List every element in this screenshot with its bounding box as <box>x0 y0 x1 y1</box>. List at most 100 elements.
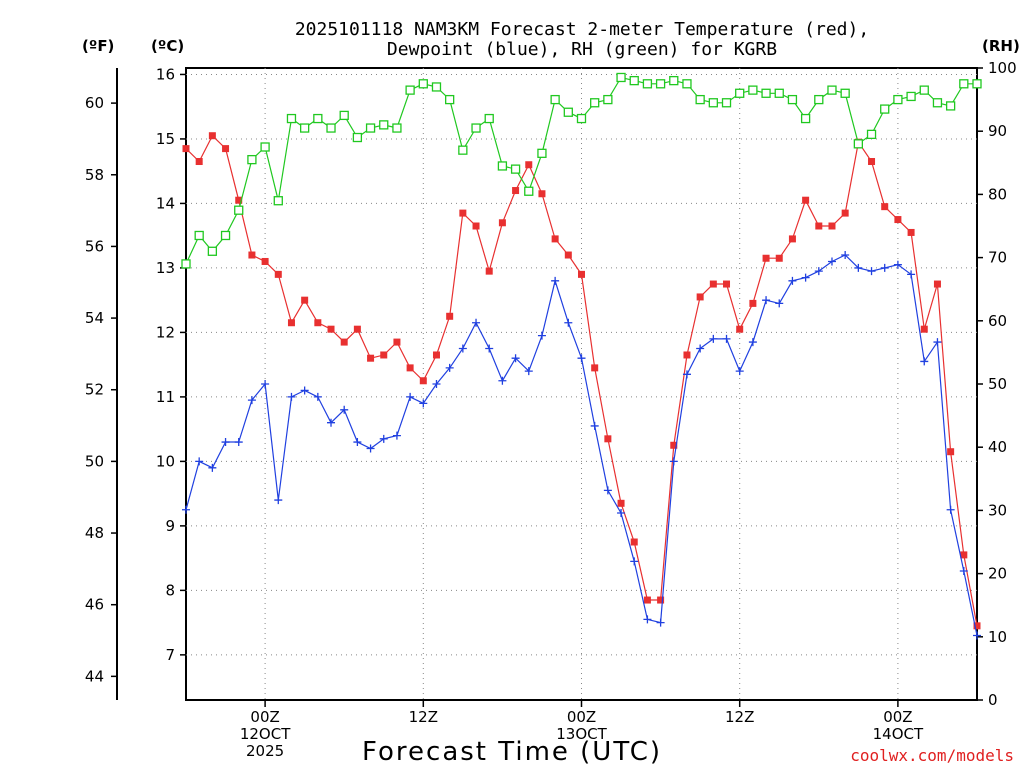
temperature-point <box>287 319 295 327</box>
rh-point <box>260 142 270 152</box>
rh-point <box>774 88 784 98</box>
dewpoint-point <box>472 318 481 327</box>
time-tick-label: 12Z <box>725 708 754 726</box>
rh-point <box>629 75 639 86</box>
rh-point <box>708 98 718 108</box>
temperature-point <box>182 145 190 153</box>
time-tick-label: 14OCT <box>873 725 924 743</box>
temperature-point <box>973 622 981 630</box>
temperature-point <box>933 280 941 288</box>
temperature-point <box>301 296 309 304</box>
rh-tick-label: 20 <box>988 565 1007 583</box>
temperature-point <box>419 377 427 385</box>
rh-point <box>563 107 573 117</box>
rh-point <box>959 79 969 89</box>
dewpoint-point <box>617 508 626 517</box>
rh-tick-label: 30 <box>988 501 1007 519</box>
rh-point <box>207 246 218 256</box>
dewpoint-point <box>577 354 586 363</box>
temperature-point <box>828 222 836 230</box>
dewpoint-point <box>643 615 652 624</box>
dewpoint-point <box>485 344 494 353</box>
rh-point <box>194 230 204 241</box>
rh-point <box>247 154 257 165</box>
rh-point <box>181 259 191 269</box>
temperature-point <box>393 338 401 346</box>
data-series <box>181 72 982 640</box>
temperature-point <box>802 196 810 204</box>
rh-point <box>299 123 310 133</box>
temperature-point <box>432 351 440 359</box>
rh-point <box>919 85 929 95</box>
dewpoint-point <box>867 267 876 276</box>
rh-point <box>853 139 863 149</box>
celsius-tick-label: 16 <box>156 65 175 83</box>
dewpoint-point <box>221 438 230 447</box>
rh-point <box>866 129 877 140</box>
time-tick-label: 13OCT <box>556 725 607 743</box>
temperature-point <box>235 196 243 204</box>
chart-title-line-2: Dewpoint (blue), RH (green) for KGRB <box>387 39 777 60</box>
fahrenheit-tick-label: 56 <box>85 237 104 255</box>
dewpoint-point <box>353 438 362 447</box>
dewpoint-point <box>709 334 718 343</box>
temperature-point <box>208 132 216 140</box>
rh-point <box>616 72 626 83</box>
rh-point <box>840 88 850 98</box>
rh-point <box>721 98 732 108</box>
rh-point <box>669 75 679 86</box>
dewpoint-point <box>195 457 204 466</box>
rh-point <box>234 205 244 215</box>
celsius-tick-label: 14 <box>156 194 175 212</box>
time-tick-label: 12Z <box>409 708 438 726</box>
temperature-point <box>459 209 467 217</box>
dewpoint-point <box>762 296 771 305</box>
dewpoint-point <box>274 496 283 505</box>
rh-point <box>800 113 811 124</box>
time-tick-label: 12OCT <box>240 725 291 743</box>
temperature-point <box>274 270 282 278</box>
dewpoint-point <box>801 273 810 282</box>
rh-point <box>748 85 758 95</box>
temperature-point <box>525 161 533 169</box>
dewpoint-point <box>300 386 309 395</box>
temperature-point <box>353 325 361 333</box>
dewpoint-point <box>234 438 243 447</box>
rh-point <box>458 145 468 155</box>
chart-title-line-1: 2025101118 NAM3KM Forecast 2-meter Tempe… <box>295 19 869 40</box>
dewpoint-point <box>458 344 467 353</box>
rh-point <box>537 148 547 158</box>
temperature-line <box>185 134 978 626</box>
rh-point <box>893 94 903 105</box>
dewpoint-point <box>419 399 428 408</box>
temperature-point <box>314 319 322 327</box>
temperature-point <box>762 254 770 262</box>
temperature-point <box>578 270 585 278</box>
dewpoint-point <box>524 367 533 376</box>
rh-point <box>286 113 297 124</box>
temperature-point <box>327 325 335 333</box>
rh-point <box>880 104 890 114</box>
temperature-point <box>815 222 823 230</box>
rh-tick-label: 40 <box>988 438 1007 456</box>
temperature-point <box>564 251 572 259</box>
celsius-tick-label: 13 <box>156 259 175 277</box>
dewpoint-point <box>564 318 573 327</box>
rh-point <box>972 79 982 89</box>
rh-point <box>945 101 956 111</box>
rh-point <box>445 94 455 105</box>
temperature-point <box>736 325 744 333</box>
rh-point <box>735 88 745 98</box>
rh-point <box>550 94 560 105</box>
celsius-unit-label: (ºC) <box>151 37 184 55</box>
dewpoint-point <box>973 631 981 640</box>
rh-tick-label: 80 <box>988 185 1007 203</box>
rh-point <box>827 85 837 95</box>
rh-point <box>220 230 231 241</box>
rh-tick-label: 50 <box>988 375 1007 393</box>
time-tick-label: 00Z <box>567 708 596 726</box>
rh-tick-label: 100 <box>988 59 1017 77</box>
rh-point <box>405 85 415 95</box>
temperature-point <box>630 538 638 546</box>
dewpoint-point <box>959 567 968 576</box>
